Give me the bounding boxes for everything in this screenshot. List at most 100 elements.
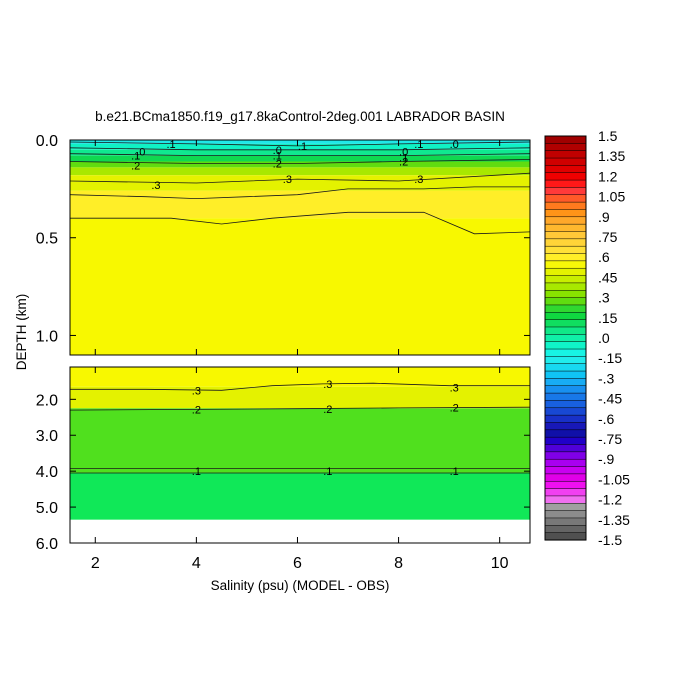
colorbar-label: -1.2 [598,492,622,508]
colorbar-label: -.9 [598,451,615,467]
colorbar-swatch [544,400,587,409]
axes: 2 4 6 8 10 0.0 0.5 1.0 2.0 3.0 4.0 5.0 6.0 [36,133,530,572]
colorbar: 1.5 1.35 1.2 1.05 .9 .75 .6 .45 .3 .15 .0 -.15 -.3 -.… [544,128,630,548]
colorbar-swatch [544,253,587,262]
colorbar-swatch [544,422,587,431]
colorbar-swatch [544,194,587,203]
colorbar-swatch [544,392,587,401]
upper-panel: .1.1.1.0.0.0.0.1.1.1.2.2.2.3.3.3 [69,139,531,356]
colorbar-swatch [544,267,587,277]
colorbar-swatch [544,201,587,211]
upper-contour-label: .1 [414,139,423,151]
colorbar-swatch [544,385,587,394]
upper-contour-line [69,186,530,200]
y-tick-label: 3.0 [36,428,58,445]
upper-contour-line [70,211,531,235]
lower-panel-frame [69,366,531,544]
lower-band-1 [70,386,530,409]
y-tick-label: 2.0 [36,392,58,409]
colorbar-swatch [544,245,587,255]
lower-contour-label: .3 [192,385,201,397]
upper-band-6 [70,175,530,191]
chart-title: b.e21.BCma1850.f19_g17.8kaControl-2deg.0… [95,109,505,124]
lower-contours [69,382,531,474]
x-tick-label: 4 [192,555,201,572]
colorbar-label: .45 [598,269,618,285]
upper-band-3 [70,155,530,162]
lower-contour-label: .2 [450,403,459,415]
x-axis-label: Salinity (psu) (MODEL - OBS) [211,578,390,593]
colorbar-swatch [544,319,587,328]
colorbar-swatch [544,157,587,166]
colorbar-frame [544,135,587,541]
x-tick-label: 2 [91,555,100,572]
lower-band-3 [70,472,530,520]
upper-contour-line [69,159,531,164]
colorbar-label: -.6 [598,411,615,427]
upper-contour-label: .0 [450,139,459,151]
upper-contour-label: .0 [273,145,282,157]
colorbar-swatch [544,216,587,225]
colorbar-swatch [544,312,587,321]
colorbar-swatch [544,517,587,526]
upper-contour-label: .1 [131,151,140,163]
colorbar-swatch [544,488,587,497]
upper-fill-bands [70,140,530,355]
y-tick-label: 5.0 [36,500,58,517]
colorbar-swatch [544,297,587,306]
colorbar-swatch [544,334,587,343]
y-tick-label: 0.0 [36,133,58,150]
colorbar-swatch [544,503,587,512]
upper-band-4 [70,161,530,168]
upper-band-2 [70,149,530,156]
upper-band-1 [70,143,530,150]
colorbar-label: .15 [598,310,618,326]
upper-contour-label: .0 [136,147,145,159]
colorbar-swatch [544,231,587,240]
colorbar-swatch [544,348,587,357]
lower-contour-line [69,406,531,411]
lower-contour-label: .1 [192,466,201,478]
x-tick-label: 6 [293,555,302,572]
colorbar-swatch [544,304,587,313]
colorbar-label: -.45 [598,391,622,407]
colorbar-swatch [544,209,587,218]
colorbar-label: .6 [598,249,610,265]
lower-contour-labels: .3 .3 .3 .2 .2 .2 .1 .1 .1 [192,379,459,478]
lower-contour-label: .3 [323,379,332,391]
colorbar-swatch [544,466,587,475]
upper-contour-label: .3 [414,174,423,186]
colorbar-swatch [544,370,587,379]
x-tick-label: 8 [394,555,403,572]
colorbar-swatch [544,451,587,460]
upper-band-0 [70,140,530,144]
y-axis-label: DEPTH (km) [14,294,29,371]
colorbar-swatch [544,525,587,534]
y-tick-label: 4.0 [36,464,58,481]
colorbar-swatch [544,378,587,387]
colorbar-swatch [544,429,587,438]
colorbar-swatch [544,473,587,482]
upper-contour-label: .1 [273,151,282,163]
colorbar-label: -1.05 [598,471,630,487]
upper-contour-label: .1 [399,153,408,165]
colorbar-label: -1.5 [598,532,622,548]
colorbar-swatch [544,363,587,372]
upper-contour-line [69,172,531,184]
upper-band-8 [70,218,530,355]
colorbar-label: -.75 [598,431,622,447]
colorbar-swatch [544,172,587,181]
lower-contour-label: .3 [450,382,459,394]
colorbar-swatch [544,407,587,416]
colorbar-label: .3 [598,290,610,306]
colorbar-swatch [544,165,587,174]
colorbar-swatch [544,510,587,519]
colorbar-label: -.3 [598,370,615,386]
lower-contour-label: .1 [450,466,459,478]
upper-contour-label: .3 [283,174,292,186]
y-tick-label: 0.5 [36,231,58,248]
colorbar-label: -.15 [598,350,622,366]
lower-contour-label: .1 [323,466,332,478]
upper-contour-label: .1 [167,139,176,151]
